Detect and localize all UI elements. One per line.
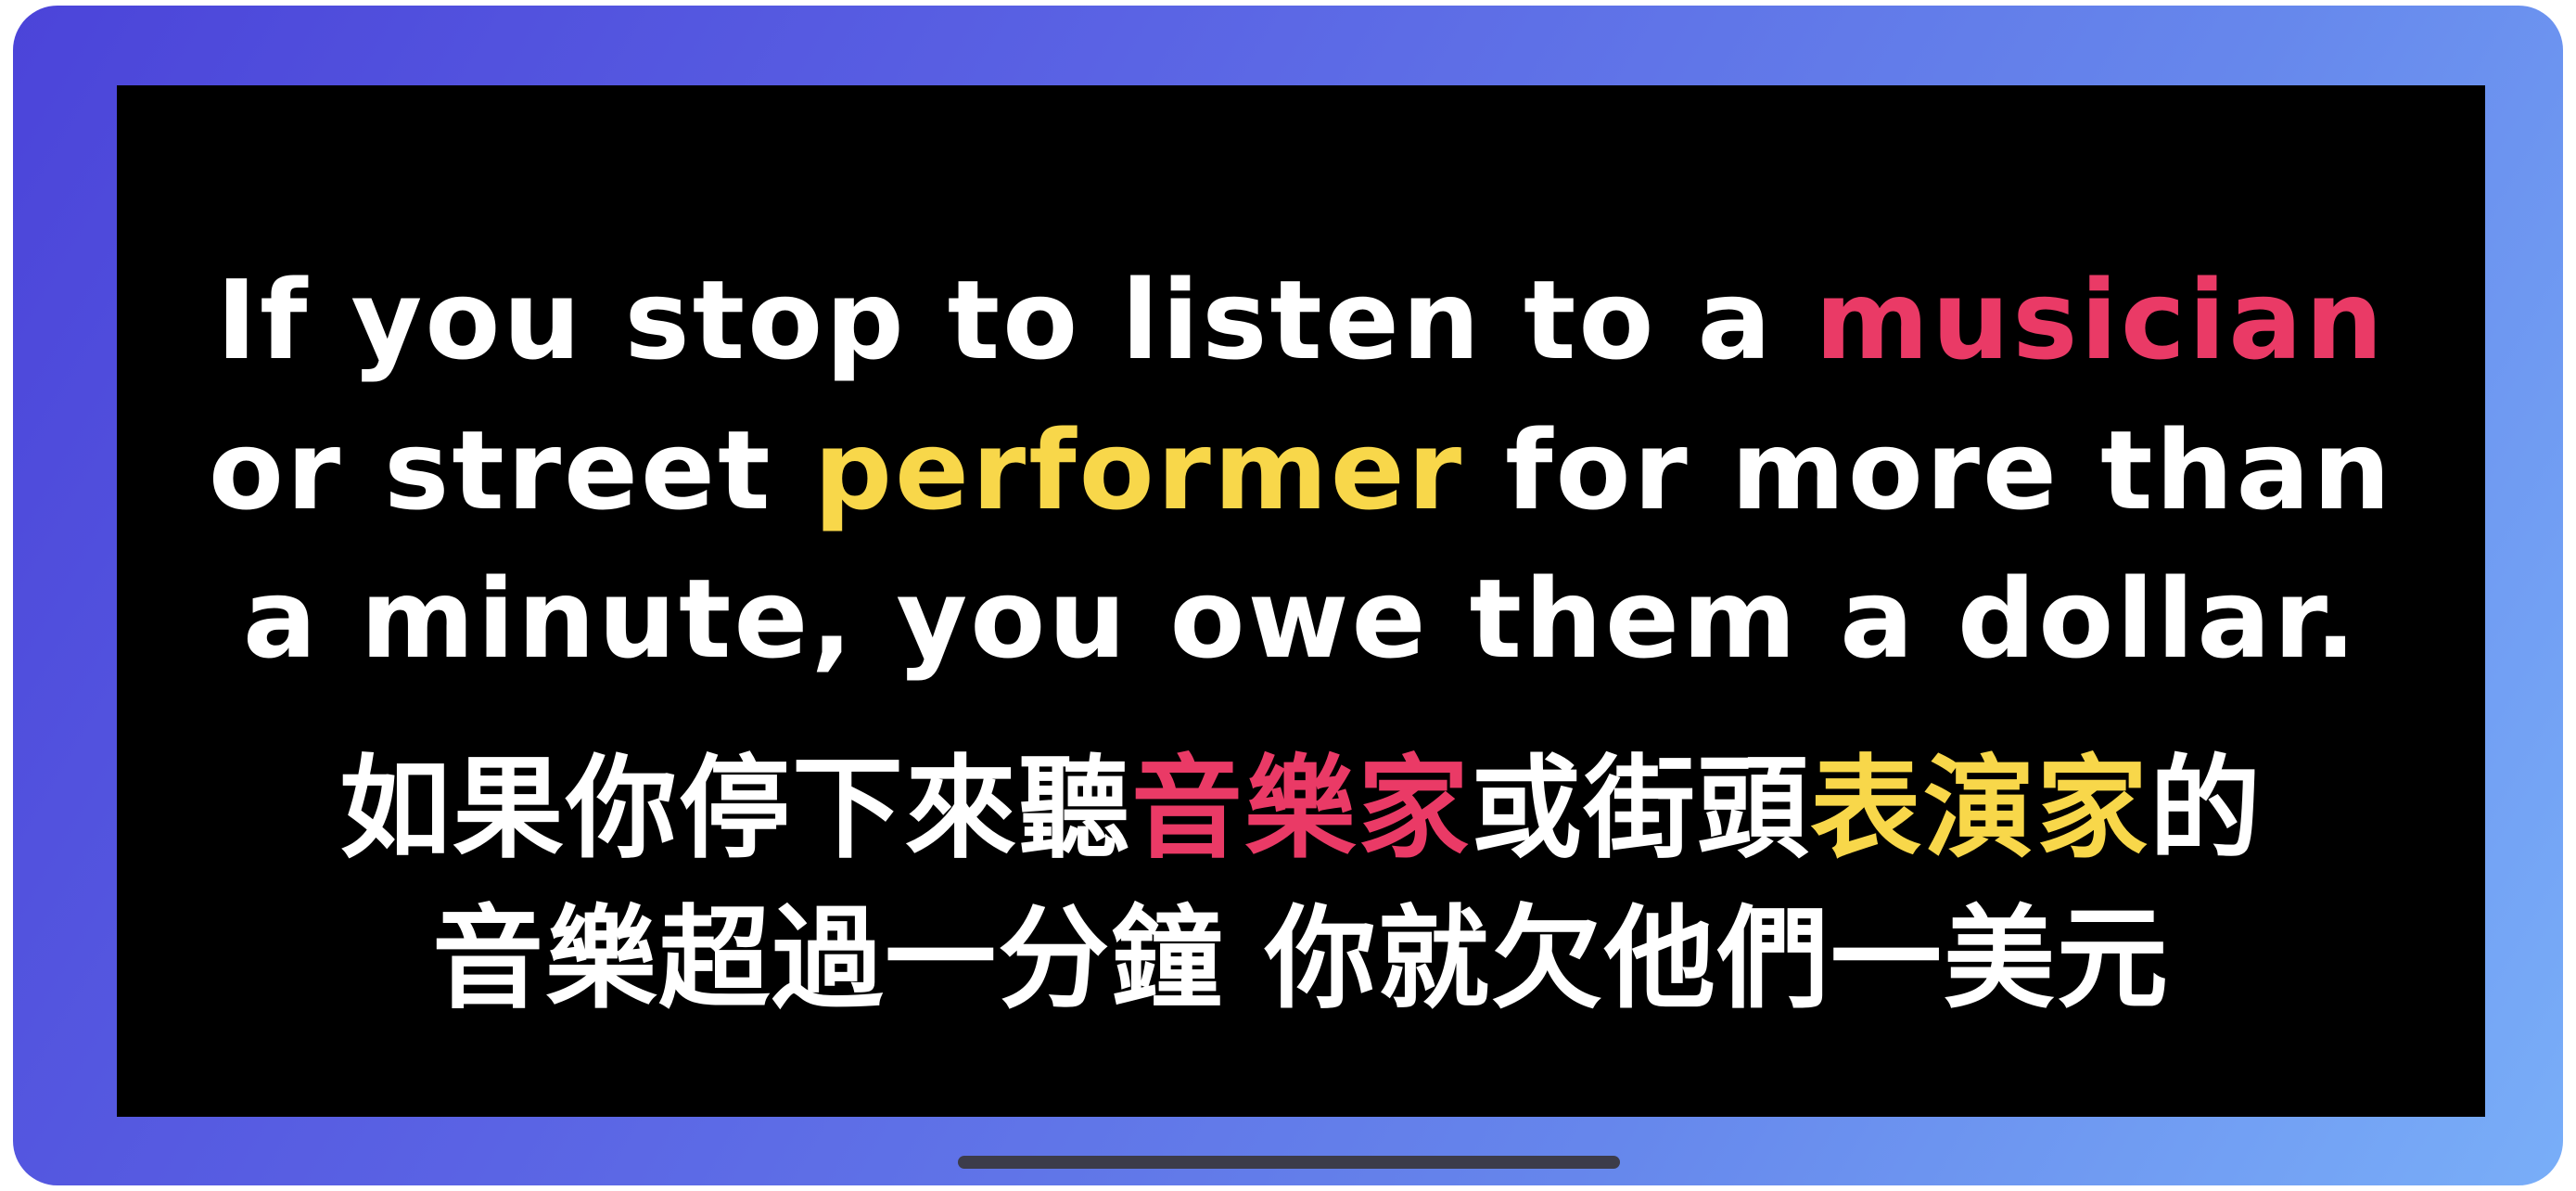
english-caption-line-2: or street performer for more than [117,401,2485,540]
chinese-line-1-text-after: 的 [2149,745,2263,874]
english-line-2-text-after: for more than [1464,406,2394,534]
highlight-word-performer-zh: 表演家 [1810,745,2149,874]
english-line-1-text: If you stop to listen to a [216,256,1816,384]
english-line-3-text: a minute, you owe them a dollar. [242,555,2360,683]
caption-text-block: If you stop to listen to a musician or s… [117,85,2485,1117]
chinese-caption-line-1: 如果你停下來聽音樂家或街頭表演家的 [117,740,2485,879]
chinese-line-1-text-before: 如果你停下來聽 [339,745,1131,874]
highlight-word-musician-zh: 音樂家 [1131,745,1471,874]
caption-screen: If you stop to listen to a musician or s… [117,85,2485,1117]
chinese-line-1-text-middle: 或街頭 [1471,745,1810,874]
device-frame: If you stop to listen to a musician or s… [13,6,2563,1185]
chinese-caption-line-2: 音樂超過一分鐘 你就欠他們一美元 [117,890,2485,1030]
english-line-2-text-before: or street [208,406,814,534]
highlight-word-musician: musician [1815,256,2386,384]
english-caption-line-3: a minute, you owe them a dollar. [117,549,2485,688]
chinese-line-2-text: 音樂超過一分鐘 你就欠他們一美元 [432,895,2170,1024]
highlight-word-performer: performer [813,406,1465,534]
english-caption-line-1: If you stop to listen to a musician [117,250,2485,390]
home-indicator-bar[interactable] [958,1156,1620,1169]
